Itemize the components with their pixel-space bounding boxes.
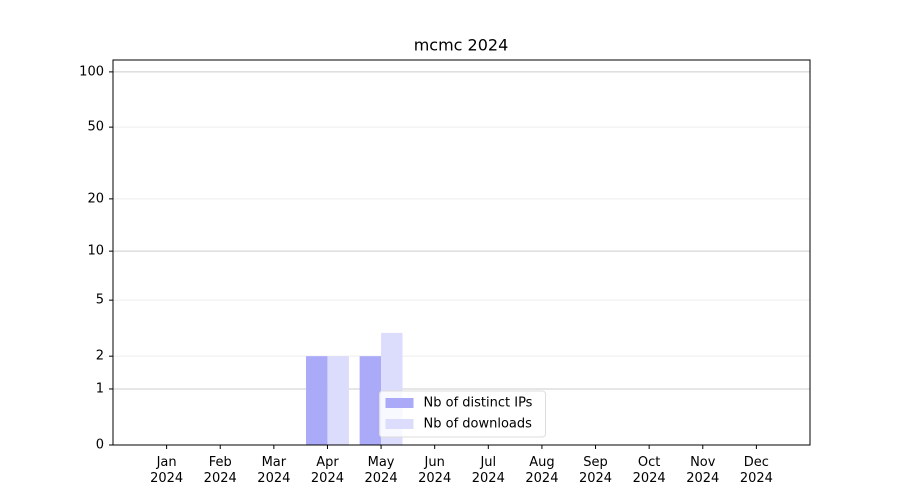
x-tick-label: May 2024 (365, 455, 398, 486)
y-tick-label: 10 (87, 244, 104, 259)
bar (359, 356, 382, 445)
x-tick-label: Jul 2024 (472, 455, 505, 486)
x-tick-label: Nov 2024 (686, 455, 719, 486)
legend-label: Nb of distinct IPs (424, 396, 533, 411)
bar (306, 356, 328, 445)
legend-swatch (385, 398, 414, 408)
x-tick-label: Apr 2024 (311, 455, 344, 486)
legend-swatch (385, 419, 414, 429)
bar (327, 356, 349, 445)
y-tick-label: 2 (96, 349, 104, 364)
legend: Nb of distinct IPs Nb of downloads (379, 390, 546, 438)
y-tick-label: 5 (96, 293, 104, 308)
x-tick-label: Feb 2024 (204, 455, 237, 486)
x-tick-label: Dec 2024 (740, 455, 773, 486)
y-tick-label: 1 (96, 381, 104, 396)
legend-box (379, 390, 546, 438)
y-tick-label: 0 (96, 438, 104, 453)
y-tick-label: 100 (79, 64, 104, 79)
chart-title: mcmc 2024 (414, 36, 509, 55)
x-tick-label: Oct 2024 (633, 455, 666, 486)
x-tick-label: Mar 2024 (257, 455, 290, 486)
plot-frame (112, 59, 811, 446)
y-tick-label: 20 (87, 191, 104, 206)
x-tick-label: Jun 2024 (418, 455, 451, 486)
x-tick-label: Sep 2024 (579, 455, 612, 486)
y-tick-label: 50 (87, 120, 104, 135)
x-tick-label: Aug 2024 (525, 455, 558, 486)
legend-label: Nb of downloads (424, 417, 533, 432)
x-tick-label: Jan 2024 (150, 455, 183, 486)
